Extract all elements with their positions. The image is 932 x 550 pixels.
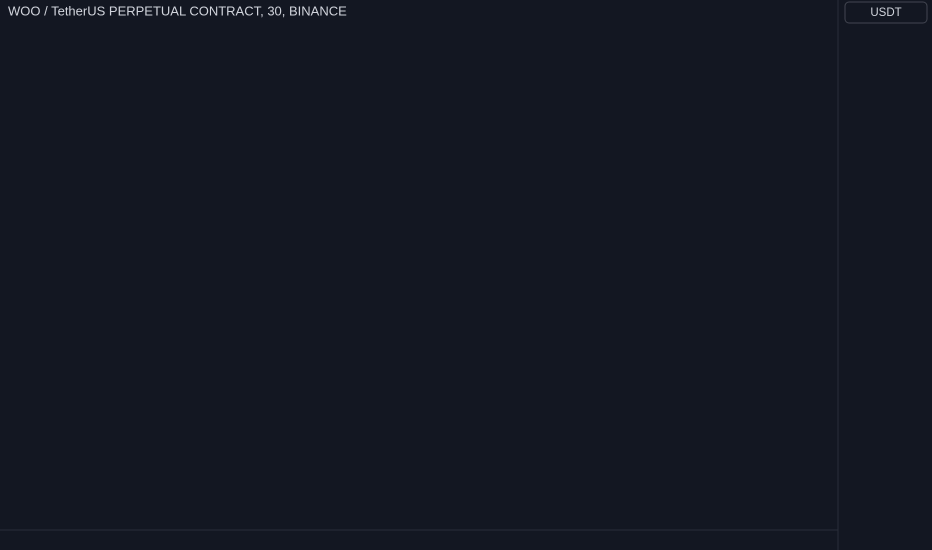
chart-title: WOO / TetherUS PERPETUAL CONTRACT, 30, B… (8, 3, 347, 18)
currency-button-label[interactable]: USDT (870, 7, 901, 19)
currency-button[interactable] (844, 1, 928, 24)
